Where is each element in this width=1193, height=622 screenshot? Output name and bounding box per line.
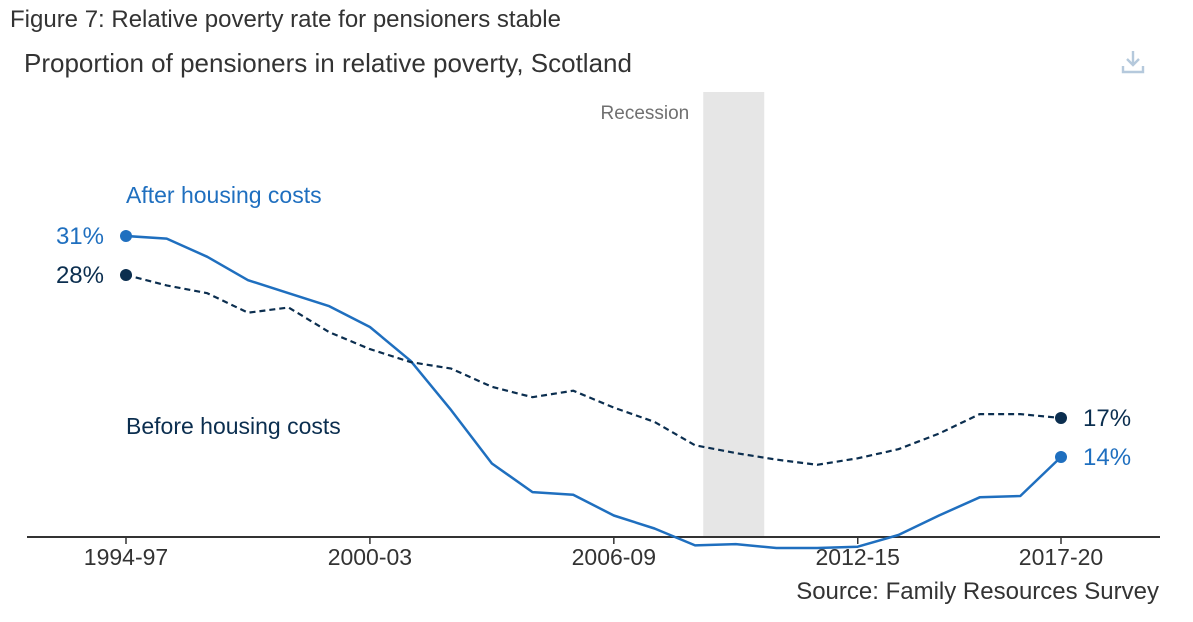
recession-band xyxy=(703,92,765,536)
download-icon[interactable] xyxy=(1120,48,1146,76)
series-start-point-0 xyxy=(120,230,132,242)
series-line-0 xyxy=(125,234,1062,550)
series-start-label-0: 31% xyxy=(56,223,104,250)
source-note: Source: Family Resources Survey xyxy=(796,578,1159,605)
recession-label: Recession xyxy=(601,103,690,124)
series-end-label-0: 14% xyxy=(1083,444,1131,471)
series-line-1 xyxy=(125,273,1062,466)
series-start-label-1: 28% xyxy=(56,262,104,289)
series-end-point-0 xyxy=(1055,451,1067,463)
chart-title: Proportion of pensioners in relative pov… xyxy=(24,48,632,78)
x-tick-label: 2006-09 xyxy=(572,544,656,570)
series-end-point-1 xyxy=(1055,412,1067,424)
series-start-point-1 xyxy=(120,269,132,281)
series-label-bhc: Before housing costs xyxy=(126,413,341,439)
figure-title: Figure 7: Relative poverty rate for pens… xyxy=(10,6,561,33)
series-end-label-1: 17% xyxy=(1083,405,1131,432)
series-label-ahc: After housing costs xyxy=(126,182,322,208)
x-tick-label: 2017-20 xyxy=(1019,544,1103,570)
x-tick-label: 2000-03 xyxy=(328,544,412,570)
x-tick-label: 1994-97 xyxy=(84,544,168,570)
